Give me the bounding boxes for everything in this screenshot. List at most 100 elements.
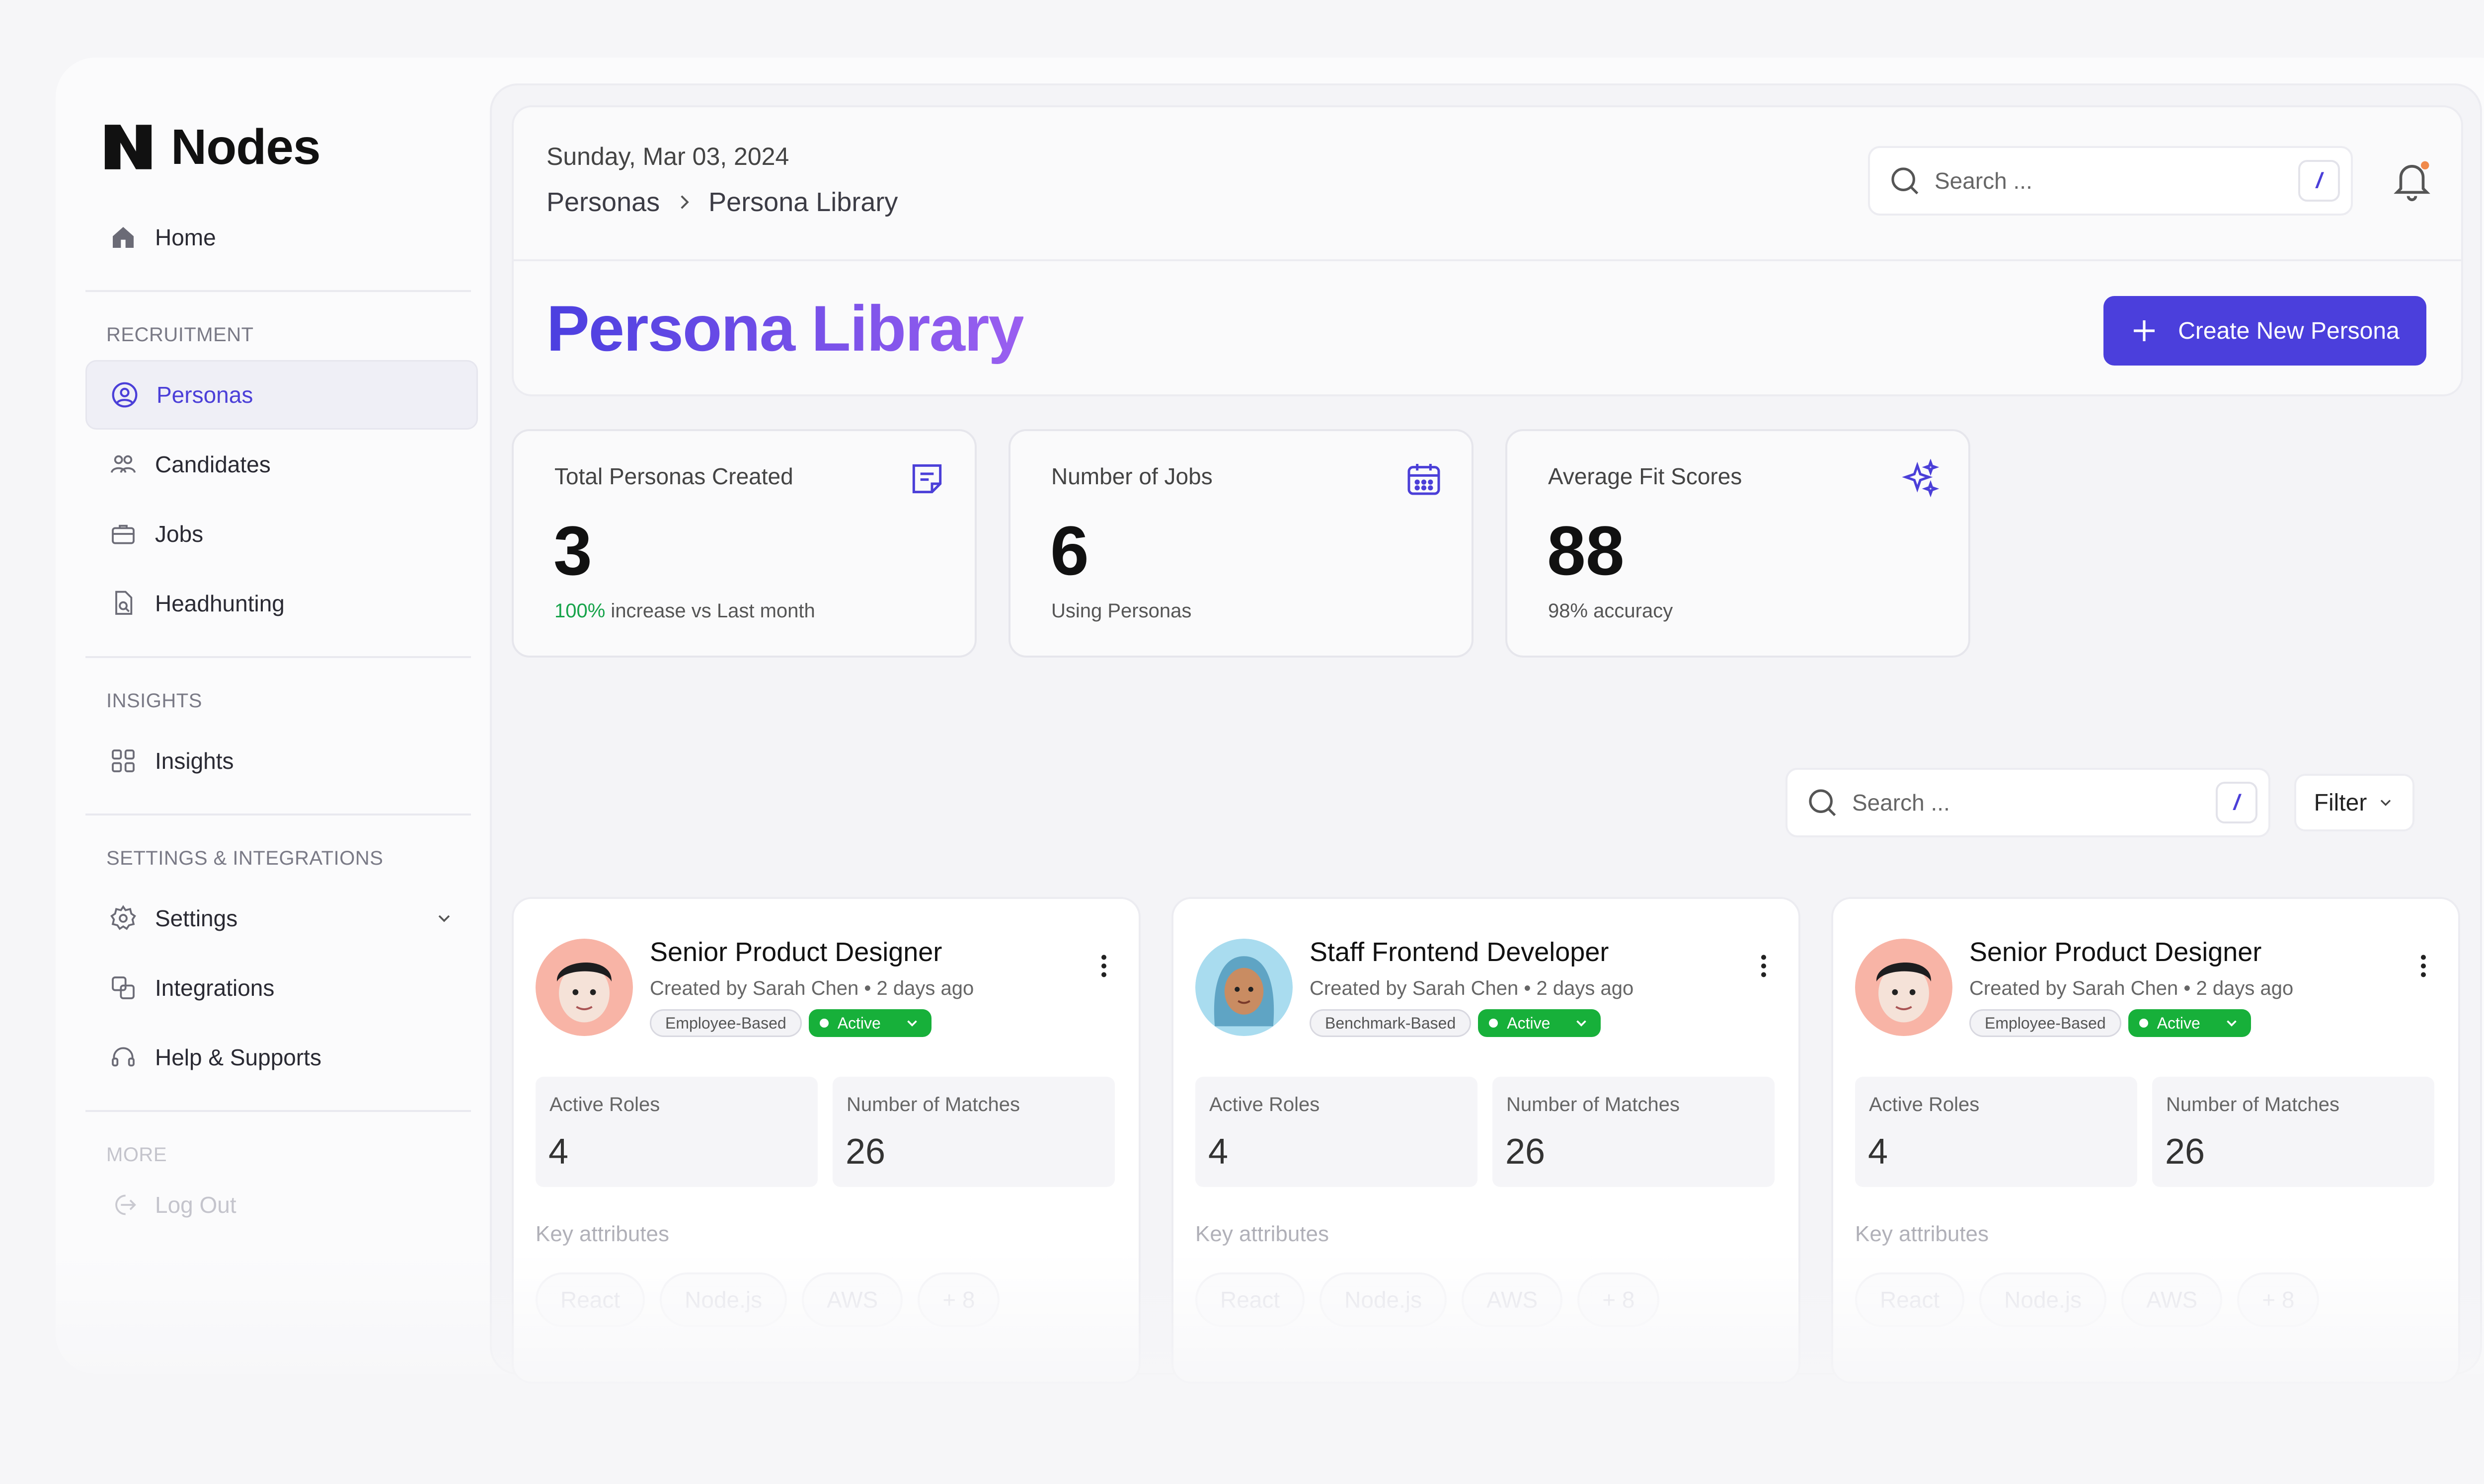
search-icon bbox=[1809, 789, 1836, 816]
grid-icon bbox=[112, 749, 135, 772]
metric-number-of-matches: Number of Matches 26 bbox=[1492, 1077, 1775, 1187]
header-search-input[interactable]: Search ... / bbox=[1868, 146, 2353, 216]
status-dropdown[interactable]: Active bbox=[1478, 1009, 1601, 1037]
chevron-down-icon[interactable] bbox=[434, 908, 454, 928]
status-dot bbox=[1489, 1019, 1498, 1028]
metric-label: Active Roles bbox=[1869, 1094, 1980, 1115]
stat-note-text: increase vs Last month bbox=[605, 600, 815, 622]
persona-tags: Employee-Based Active bbox=[1969, 1009, 2251, 1037]
stat-value: 88 bbox=[1547, 512, 1625, 590]
sparkles-icon bbox=[1902, 459, 1940, 498]
sidebar-item-personas[interactable]: Personas bbox=[85, 360, 478, 430]
users-icon bbox=[110, 455, 136, 473]
page-header: Sunday, Mar 03, 2024 Personas Persona Li… bbox=[512, 105, 2463, 396]
persona-title[interactable]: Senior Product Designer bbox=[1969, 937, 2262, 967]
chevron-right-icon bbox=[681, 195, 689, 209]
key-attributes-label: Key attributes bbox=[1195, 1222, 1329, 1246]
divider bbox=[85, 814, 471, 816]
sidebar-item-integrations[interactable]: Integrations bbox=[85, 953, 478, 1023]
calendar-icon bbox=[1407, 464, 1440, 495]
more-options-icon[interactable] bbox=[1089, 949, 1119, 983]
chevron-down-icon bbox=[907, 1020, 917, 1027]
header-top: Sunday, Mar 03, 2024 Personas Persona Li… bbox=[514, 107, 2461, 261]
metric-active-roles: Active Roles 4 bbox=[1195, 1077, 1477, 1187]
briefcase-icon bbox=[112, 524, 135, 544]
section-label-more: MORE bbox=[106, 1144, 167, 1166]
persona-card[interactable]: Staff Frontend Developer Created by Sara… bbox=[1171, 897, 1800, 1384]
sidebar-item-label: Jobs bbox=[155, 521, 204, 547]
create-button-label: Create New Persona bbox=[2178, 317, 2400, 344]
stat-label: Total Personas Created bbox=[554, 463, 793, 489]
sidebar-item-label: Settings bbox=[155, 905, 238, 931]
sidebar-item-settings[interactable]: Settings bbox=[85, 884, 478, 953]
logo[interactable]: Nodes bbox=[85, 107, 478, 187]
filter-button[interactable]: Filter bbox=[2294, 774, 2414, 831]
metric-label: Number of Matches bbox=[847, 1094, 1020, 1115]
attribute-chip[interactable]: Node.js bbox=[1320, 1272, 1447, 1327]
attribute-chip[interactable]: Node.js bbox=[1979, 1272, 2107, 1327]
search-shortcut-key: / bbox=[2216, 782, 2257, 823]
sidebar-item-home[interactable]: Home bbox=[85, 203, 478, 272]
persona-type-badge: Benchmark-Based bbox=[1310, 1009, 1472, 1037]
key-attributes-label: Key attributes bbox=[536, 1222, 670, 1246]
sidebar-item-help[interactable]: Help & Supports bbox=[85, 1023, 478, 1092]
attribute-chip-more[interactable]: + 8 bbox=[2237, 1272, 2320, 1327]
section-label-insights: INSIGHTS bbox=[106, 690, 202, 712]
sidebar-item-logout[interactable]: Log Out bbox=[85, 1180, 478, 1230]
breadcrumb-item-personas[interactable]: Personas bbox=[546, 187, 660, 217]
create-new-persona-button[interactable]: Create New Persona bbox=[2103, 296, 2426, 366]
filter-label: Filter bbox=[2314, 789, 2367, 816]
headset-icon bbox=[112, 1047, 135, 1067]
gear-icon bbox=[110, 905, 136, 930]
notification-bell-icon[interactable] bbox=[2390, 157, 2434, 202]
metric-value: 4 bbox=[1208, 1132, 1229, 1172]
metric-value: 26 bbox=[1505, 1132, 1546, 1172]
app-frame: Nodes Home RECRUITMENT Personas Candidat… bbox=[56, 58, 2484, 1384]
plus-icon bbox=[2134, 320, 2155, 341]
attribute-chip[interactable]: Node.js bbox=[660, 1272, 787, 1327]
persona-title[interactable]: Staff Frontend Developer bbox=[1310, 937, 1609, 967]
sidebar-item-candidates[interactable]: Candidates bbox=[85, 430, 478, 499]
attribute-chip[interactable]: React bbox=[1855, 1272, 1965, 1327]
status-dropdown[interactable]: Active bbox=[808, 1009, 932, 1037]
persona-card[interactable]: Senior Product Designer Created by Sarah… bbox=[1831, 897, 2460, 1384]
user-circle-icon bbox=[112, 382, 138, 408]
search-placeholder: Search ... bbox=[1852, 790, 1950, 816]
attribute-chip[interactable]: React bbox=[536, 1272, 645, 1327]
page-title: Persona Library bbox=[546, 292, 1024, 365]
more-options-icon[interactable] bbox=[2408, 949, 2438, 983]
sidebar-item-label: Insights bbox=[155, 748, 234, 774]
attribute-chip-more[interactable]: + 8 bbox=[1577, 1272, 1660, 1327]
stat-value: 6 bbox=[1050, 512, 1089, 590]
status-dot bbox=[2139, 1019, 2148, 1028]
chevron-down-icon bbox=[2227, 1020, 2237, 1027]
section-label-recruitment: RECRUITMENT bbox=[106, 324, 254, 346]
sidebar-item-label: Help & Supports bbox=[155, 1044, 321, 1070]
breadcrumb: Personas Persona Library bbox=[546, 187, 898, 218]
persona-search-input[interactable]: Search ... / bbox=[1785, 768, 2270, 837]
stat-value: 3 bbox=[553, 512, 592, 590]
status-dropdown[interactable]: Active bbox=[2128, 1009, 2251, 1037]
stat-highlight: 100% bbox=[554, 600, 606, 622]
sidebar-item-insights[interactable]: Insights bbox=[85, 726, 478, 796]
sidebar-item-jobs[interactable]: Jobs bbox=[85, 499, 478, 569]
attribute-chip[interactable]: AWS bbox=[802, 1272, 903, 1327]
home-icon bbox=[113, 227, 134, 248]
section-label-settings: SETTINGS & INTEGRATIONS bbox=[106, 847, 384, 869]
metric-number-of-matches: Number of Matches 26 bbox=[833, 1077, 1115, 1187]
divider bbox=[85, 1110, 471, 1112]
stat-card-average-fit-scores: Average Fit Scores 88 98% accuracy bbox=[1505, 429, 1970, 658]
stat-note: 98% accuracy bbox=[1548, 600, 1673, 622]
persona-card[interactable]: Senior Product Designer Created by Sarah… bbox=[512, 897, 1141, 1384]
attribute-chip[interactable]: AWS bbox=[1462, 1272, 1563, 1327]
persona-tags: Employee-Based Active bbox=[650, 1009, 932, 1037]
persona-created-by: Created by Sarah Chen • 2 days ago bbox=[650, 977, 974, 999]
attribute-chip[interactable]: AWS bbox=[2121, 1272, 2223, 1327]
more-options-icon[interactable] bbox=[1749, 949, 1779, 983]
attribute-chip-more[interactable]: + 8 bbox=[918, 1272, 1000, 1327]
chevron-down-icon bbox=[1576, 1020, 1587, 1027]
persona-title[interactable]: Senior Product Designer bbox=[650, 937, 942, 967]
attribute-chip[interactable]: React bbox=[1195, 1272, 1305, 1327]
sidebar-item-headhunting[interactable]: Headhunting bbox=[85, 569, 478, 638]
persona-type-badge: Employee-Based bbox=[1969, 1009, 2121, 1037]
